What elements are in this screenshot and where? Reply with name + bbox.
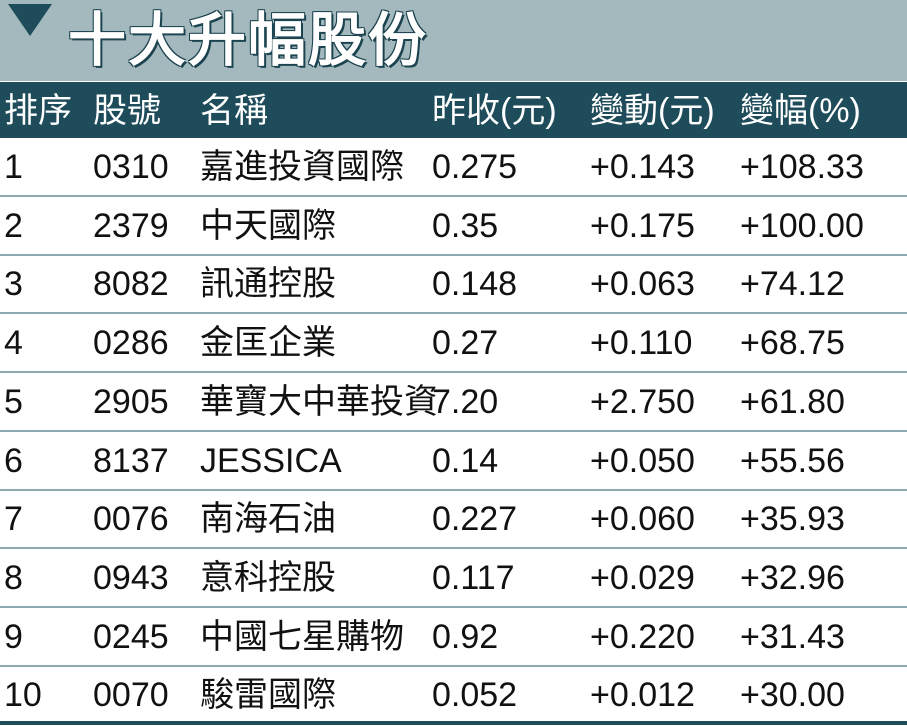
prev-close-cell: 7.20	[432, 382, 499, 421]
prev-close-cell: 0.148	[432, 265, 518, 304]
table-row: 9 0245 中國七星購物 0.92 +0.220 +31.43	[0, 609, 907, 667]
title: 十大升幅股份	[68, 8, 429, 73]
rank-cell: 2	[4, 206, 23, 245]
table-row: 7 0076 南海石油 0.227 +0.060 +35.93	[0, 491, 907, 550]
prev-close-cell: 0.117	[432, 558, 515, 597]
rank-cell: 1	[4, 148, 23, 186]
code-cell: 0943	[93, 558, 169, 597]
table-row: 1 0310 嘉進投資國際 0.275 +0.143 +108.33	[0, 139, 907, 197]
change-pct-cell: +100.00	[740, 206, 864, 245]
change-cell: +0.063	[590, 265, 695, 304]
header-cell: 排序	[4, 92, 72, 130]
change-cell: +0.050	[590, 441, 695, 480]
header-cell: 名稱	[200, 92, 268, 130]
triangle-icon	[8, 4, 52, 36]
change-pct-cell: +35.93	[740, 500, 845, 539]
code-cell: 0076	[93, 500, 169, 539]
rank-cell: 9	[4, 617, 23, 656]
change-cell: +0.012	[590, 676, 695, 715]
rank-cell: 8	[4, 558, 23, 597]
name-cell: 意科控股	[200, 558, 336, 597]
table-row: 8 0943 意科控股 0.117 +0.029 +32.96	[0, 550, 907, 608]
change-pct-cell: +31.43	[740, 617, 845, 656]
header-cell: 變動(元)	[590, 92, 715, 130]
change-cell: +0.060	[590, 500, 695, 539]
table-row: 6 8137 JESSICA 0.14 +0.050 +55.56	[0, 433, 907, 491]
change-pct-cell: +30.00	[740, 676, 845, 715]
change-cell: +0.220	[590, 617, 695, 656]
name-cell: 中天國際	[200, 206, 336, 245]
change-cell: +0.029	[590, 558, 695, 597]
change-pct-cell: +55.56	[740, 441, 845, 480]
change-cell: +0.110	[590, 324, 693, 363]
rank-cell: 5	[4, 382, 23, 421]
name-cell: JESSICA	[200, 441, 342, 480]
change-pct-cell: +108.33	[740, 148, 864, 186]
name-cell: 駿雷國際	[200, 676, 336, 715]
name-cell: 華寶大中華投資	[200, 382, 438, 421]
name-cell: 金匡企業	[200, 324, 336, 363]
table-row: 5 2905 華寶大中華投資 7.20 +2.750 +61.80	[0, 374, 907, 432]
change-cell: +0.175	[590, 206, 695, 245]
header-cell: 變幅(%)	[740, 92, 861, 130]
change-pct-cell: +74.12	[740, 265, 845, 304]
code-cell: 0245	[93, 617, 169, 656]
rank-cell: 10	[4, 676, 42, 715]
prev-close-cell: 0.14	[432, 441, 499, 480]
header-cell: 昨收(元)	[432, 92, 557, 130]
rank-cell: 3	[4, 265, 23, 304]
change-cell: +0.143	[590, 148, 695, 186]
rank-cell: 4	[4, 324, 23, 363]
title-bar: 十大升幅股份	[0, 0, 907, 81]
table-row: 10 0070 駿雷國際 0.052 +0.012 +30.00	[0, 667, 907, 726]
table-header: 排序 股號 名稱 昨收(元) 變動(元) 變幅(%)	[0, 82, 907, 138]
change-pct-cell: +68.75	[740, 324, 845, 363]
name-cell: 嘉進投資國際	[200, 148, 404, 186]
name-cell: 南海石油	[200, 500, 336, 539]
table-row: 4 0286 金匡企業 0.27 +0.110 +68.75	[0, 315, 907, 374]
table-row: 2 2379 中天國際 0.35 +0.175 +100.00	[0, 198, 907, 256]
prev-close-cell: 0.27	[432, 324, 499, 363]
prev-close-cell: 0.052	[432, 676, 518, 715]
prev-close-cell: 0.227	[432, 500, 518, 539]
rank-cell: 7	[4, 500, 23, 539]
code-cell: 0070	[93, 676, 169, 715]
code-cell: 2379	[93, 206, 169, 245]
name-cell: 訊通控股	[200, 265, 336, 304]
code-cell: 0286	[93, 324, 169, 363]
rank-cell: 6	[4, 441, 23, 480]
code-cell: 0310	[93, 148, 169, 186]
prev-close-cell: 0.92	[432, 617, 499, 656]
code-cell: 8137	[93, 441, 169, 480]
name-cell: 中國七星購物	[200, 617, 404, 656]
table-row: 3 8082 訊通控股 0.148 +0.063 +74.12	[0, 256, 907, 315]
prev-close-cell: 0.275	[432, 148, 518, 186]
prev-close-cell: 0.35	[432, 206, 499, 245]
change-pct-cell: +32.96	[740, 558, 845, 597]
header-cell: 股號	[93, 92, 161, 130]
change-cell: +2.750	[590, 382, 695, 421]
code-cell: 2905	[93, 382, 169, 421]
code-cell: 8082	[93, 265, 169, 304]
change-pct-cell: +61.80	[740, 382, 845, 421]
